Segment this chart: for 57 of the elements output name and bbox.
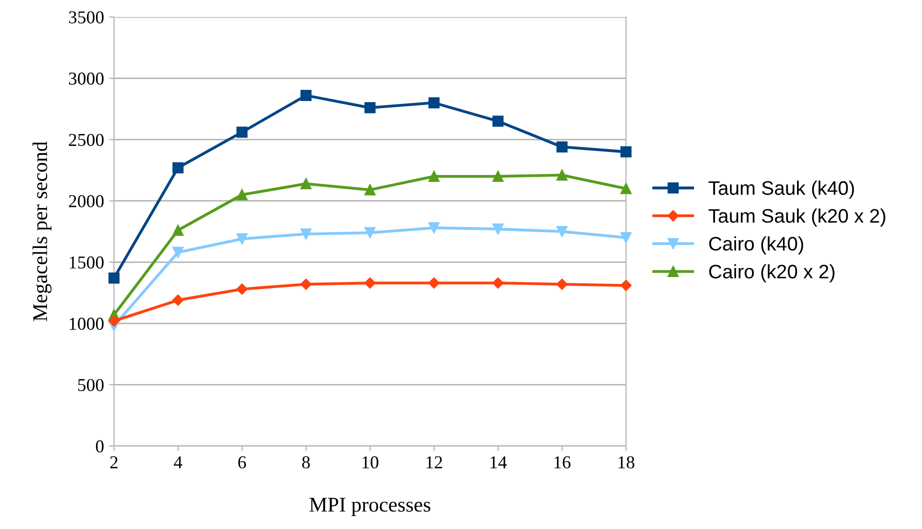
point [492, 116, 504, 127]
x-tick-label: 4 [174, 456, 182, 468]
point [428, 222, 440, 234]
x-tick-label: 16 [554, 456, 570, 468]
point [236, 126, 248, 138]
point [172, 224, 184, 236]
x-tick-label: 10 [362, 456, 378, 468]
x-tick-label: 2 [110, 456, 118, 468]
point [236, 233, 248, 244]
point [556, 278, 568, 290]
y-tick-label: 3000 [69, 72, 104, 85]
point [492, 170, 504, 182]
x-tick-label: 18 [618, 456, 634, 468]
point [364, 227, 376, 238]
y-tick-label: 1000 [70, 318, 104, 330]
point [556, 141, 568, 152]
legend-label: Taum Sauk (k40) [708, 180, 854, 199]
point [172, 162, 184, 174]
y-tick-label: 1500 [70, 256, 104, 269]
point [172, 294, 184, 306]
y-tick-label: 3500 [69, 11, 104, 24]
y-tick-label: 0 [96, 440, 104, 452]
point [300, 278, 312, 290]
point [620, 232, 632, 244]
point [556, 226, 568, 238]
y-tick-label: 2000 [68, 195, 104, 208]
point [108, 272, 120, 284]
point [620, 183, 632, 194]
y-tick-label: 2500 [68, 134, 104, 146]
x-tick-label: 6 [238, 456, 246, 468]
point [364, 102, 376, 114]
legend-label: Cairo (k20 x 2) [709, 264, 834, 282]
point [172, 246, 184, 258]
point [236, 189, 248, 200]
point [492, 277, 504, 289]
legend-label: Taum Sauk (k20 x 2) [708, 208, 886, 227]
x-tick-label: 8 [302, 456, 310, 468]
point [492, 223, 504, 235]
point [300, 228, 312, 240]
point [236, 284, 248, 295]
x-tick-label: 14 [490, 456, 507, 468]
point [300, 178, 312, 190]
x-axis-title: MPI processes [310, 498, 430, 516]
point [108, 315, 120, 327]
point [556, 170, 568, 181]
point [620, 146, 632, 158]
y-tick-label: 500 [78, 378, 104, 392]
point [428, 170, 440, 182]
point [428, 277, 440, 289]
point [428, 97, 440, 108]
y-axis-title: Megacells per second [32, 142, 52, 322]
point [620, 280, 632, 292]
point [300, 90, 312, 101]
legend-label: Cairo (k40) [709, 236, 804, 254]
point [364, 277, 376, 289]
x-tick-label: 12 [426, 456, 442, 468]
point [364, 184, 376, 196]
